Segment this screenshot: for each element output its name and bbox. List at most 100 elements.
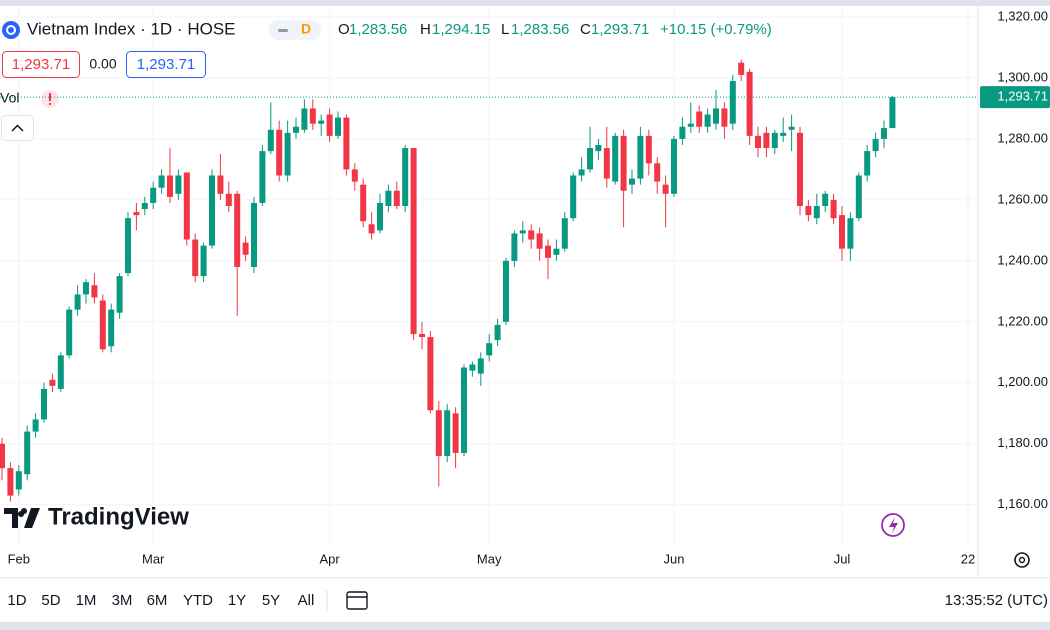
candle-body xyxy=(855,175,862,219)
candle-body xyxy=(755,135,761,149)
candle-body xyxy=(183,172,190,240)
candle-body xyxy=(116,276,123,313)
candle-body xyxy=(242,242,249,255)
range-button[interactable]: 3M xyxy=(112,592,133,609)
candle-body xyxy=(91,285,98,298)
candle-body xyxy=(293,126,299,133)
y-tick-label: 1,320.00 xyxy=(997,8,1048,23)
candle-body xyxy=(830,199,837,219)
candle-body xyxy=(335,117,341,136)
candle-body xyxy=(309,108,316,124)
candle-body xyxy=(393,190,400,206)
candle-body xyxy=(595,145,602,152)
candle-body xyxy=(141,202,148,210)
candle-body xyxy=(108,309,115,347)
collapse-button[interactable] xyxy=(1,115,34,141)
candle-body xyxy=(83,282,89,295)
candle-body xyxy=(133,212,140,216)
candle-body xyxy=(444,410,451,456)
candle-body xyxy=(511,233,518,261)
ask: 1,293.71 xyxy=(137,56,195,73)
range-button[interactable]: 1D xyxy=(7,592,26,609)
candle-body xyxy=(763,132,770,149)
candle-body xyxy=(746,71,753,136)
candle-body xyxy=(645,135,652,164)
range-button[interactable]: 1M xyxy=(76,592,97,609)
symbol-icon-mark xyxy=(6,25,16,35)
candle-body xyxy=(469,364,476,371)
status-pill[interactable] xyxy=(269,20,321,40)
candle-body xyxy=(66,309,73,356)
candle-body xyxy=(486,343,493,356)
candle-body xyxy=(74,294,81,310)
candle-body xyxy=(704,114,711,127)
settings-button[interactable] xyxy=(1014,552,1030,568)
candle-body xyxy=(351,169,358,182)
warning-mark xyxy=(49,93,51,101)
candle-body xyxy=(57,355,64,389)
candle-body xyxy=(343,117,350,170)
candle-body xyxy=(603,148,610,179)
candle-body xyxy=(797,132,803,206)
candle-body xyxy=(780,132,787,136)
range-button[interactable]: 5Y xyxy=(262,592,280,609)
candle-body xyxy=(822,193,829,206)
candle-body xyxy=(158,175,165,188)
candle-body xyxy=(629,178,635,185)
ask-box[interactable] xyxy=(126,51,206,78)
settings-icon xyxy=(1018,556,1026,564)
candle-body xyxy=(881,128,887,139)
candle-body xyxy=(41,388,47,420)
candle-body xyxy=(587,148,593,170)
logo-dot xyxy=(21,508,27,514)
candle-body xyxy=(259,151,266,203)
candle-body xyxy=(687,123,694,127)
candle-body xyxy=(49,379,56,386)
candles xyxy=(0,59,896,502)
status-dash xyxy=(278,29,288,32)
candle-body xyxy=(192,239,199,277)
symbol-title[interactable]: Vietnam Index · 1D · HOSE xyxy=(27,19,236,38)
lightning-button[interactable] xyxy=(881,513,905,537)
range-button[interactable]: 5D xyxy=(41,592,60,609)
candle-body xyxy=(721,108,728,127)
range-button[interactable]: YTD xyxy=(183,592,213,609)
candle-body xyxy=(200,245,207,277)
candle-body xyxy=(385,190,392,206)
candle-body xyxy=(519,230,526,234)
ohlc-value: 1,293.71 xyxy=(591,21,649,38)
chevron xyxy=(11,124,24,132)
last-price-label: 1,293.71 xyxy=(997,89,1048,104)
candle-body xyxy=(360,184,367,222)
range-button[interactable]: All xyxy=(298,592,315,609)
date-range-button[interactable] xyxy=(346,591,368,610)
candle-body xyxy=(368,224,375,234)
candle-body xyxy=(15,471,22,490)
candle-body xyxy=(234,193,241,267)
candle-body xyxy=(301,108,308,130)
clock[interactable]: 13:35:52 (UTC) xyxy=(945,592,1048,609)
symbol-icon xyxy=(2,21,20,39)
warning-dot xyxy=(49,103,51,105)
y-tick-label: 1,200.00 xyxy=(997,374,1048,389)
ohlc-key: L xyxy=(501,21,509,38)
bid-box[interactable] xyxy=(2,51,80,78)
candle-body xyxy=(637,135,644,179)
y-tick-label: 1,300.00 xyxy=(997,69,1048,84)
candle-body xyxy=(570,175,577,219)
candle-body xyxy=(99,300,106,350)
logo-mark xyxy=(4,508,40,528)
ohlc-key: C xyxy=(580,21,591,38)
candle-body xyxy=(209,175,215,246)
candle-body xyxy=(620,135,627,191)
range-button[interactable]: 6M xyxy=(147,592,168,609)
x-tick-label: 22 xyxy=(961,551,975,566)
candle-body xyxy=(553,248,560,255)
range-button[interactable]: 1Y xyxy=(228,592,246,609)
y-tick-label: 1,260.00 xyxy=(997,191,1048,206)
candle-body xyxy=(578,169,585,176)
candle-body xyxy=(452,413,459,453)
candle-body xyxy=(167,175,173,197)
candle-body xyxy=(24,431,31,475)
